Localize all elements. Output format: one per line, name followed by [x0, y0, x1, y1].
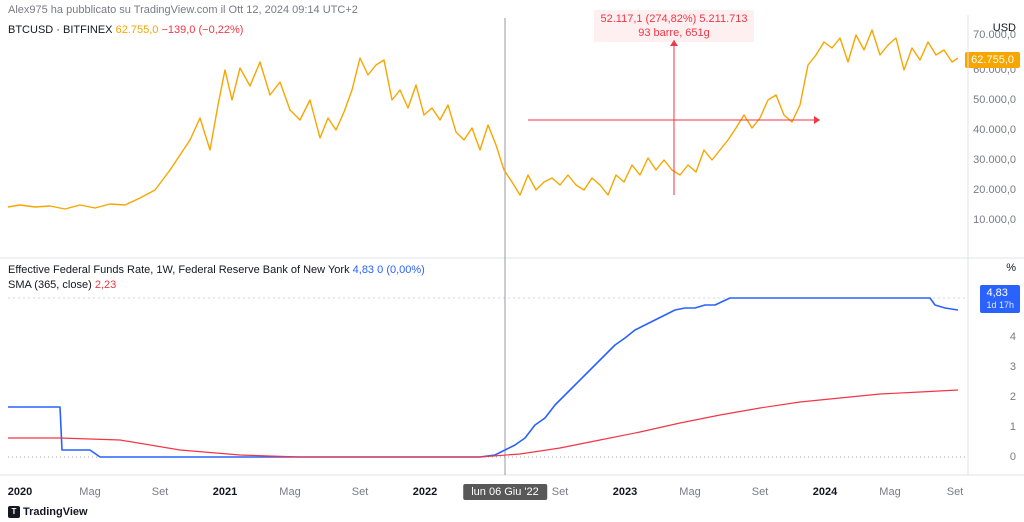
tradingview-logo: TTradingView — [8, 506, 88, 518]
chart-svg[interactable] — [0, 0, 1024, 522]
logo-text: TradingView — [23, 506, 88, 518]
chart-container: Alex975 ha pubblicato su TradingView.com… — [0, 0, 1024, 522]
tv-icon: T — [8, 506, 20, 518]
